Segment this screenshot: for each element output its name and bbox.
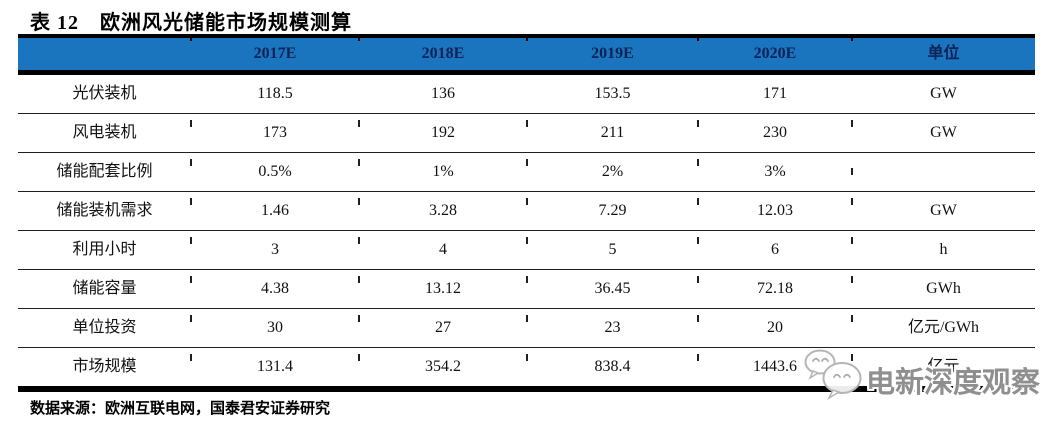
row-label: 市场规模: [72, 358, 137, 376]
table-cell: 5: [526, 237, 698, 259]
table-cell: 23: [526, 315, 698, 337]
row-label: 储能装机需求: [56, 202, 153, 220]
table-cell: 4.38: [190, 276, 359, 298]
table-cell: 3: [190, 237, 359, 259]
table-cell: 131.4: [190, 354, 359, 376]
table-cell: 27: [358, 315, 527, 337]
wechat-chat-bubbles-icon: [804, 349, 862, 400]
unit-cell: GW: [930, 85, 957, 103]
table-cell: 13.12: [358, 276, 527, 298]
table-cell: 1.46: [190, 198, 359, 220]
table-row: 风电装机 173 192 211 230 GW: [18, 113, 1035, 152]
table-cell: 0.5%: [190, 159, 359, 181]
header-cell-2018e: 2018E: [358, 36, 527, 63]
table-row: 利用小时 3 4 5 6 h: [18, 230, 1035, 269]
table-cell: 173: [190, 120, 359, 142]
table-cell: 7.29: [526, 198, 698, 220]
table-cell: 136: [431, 85, 455, 103]
table-cell: 2%: [526, 159, 698, 181]
table-row: 市场规模 131.4 354.2 838.4 1443.6 亿元: [18, 347, 1035, 386]
row-label: 储能容量: [72, 280, 137, 298]
watermark-text: 电新深度观察: [866, 367, 1041, 399]
table-cell: 12.03: [697, 198, 852, 220]
row-label: 风电装机: [72, 124, 137, 142]
table-cell: 6: [697, 237, 852, 259]
row-label: 单位投资: [72, 319, 137, 337]
table-cell: 118.5: [257, 85, 293, 103]
row-label: 利用小时: [72, 241, 137, 259]
watermark: 电新深度观察: [804, 348, 1040, 401]
table-cell: 230: [697, 120, 852, 142]
row-label: 储能配套比例: [56, 163, 153, 181]
unit-cell: 亿元/GWh: [851, 315, 1035, 337]
table-cell: 153.5: [594, 85, 631, 103]
unit-cell: 亿元: [851, 354, 1035, 376]
unit-cell: h: [851, 237, 1035, 259]
table-cell: 838.4: [526, 354, 698, 376]
table-body: 光伏装机 118.5 136 153.5 171 GW 风电装机 173 192…: [18, 75, 1035, 392]
row-label: 光伏装机: [72, 85, 137, 103]
table-cell: 1%: [358, 159, 527, 181]
unit-cell: GW: [851, 198, 1035, 220]
table-cell: 192: [358, 120, 527, 142]
data-source-note: 数据来源：欧洲互联电网，国泰君安证券研究: [30, 401, 331, 417]
table-cell: 72.18: [697, 276, 852, 298]
unit-cell: GWh: [851, 276, 1035, 298]
data-table: 2017E 2018E 2019E 2020E 单位 光伏装机 118.5 13…: [18, 34, 1035, 392]
table-cell: 36.45: [526, 276, 698, 298]
table-header-row: 2017E 2018E 2019E 2020E 单位: [18, 34, 1035, 75]
table-cell: 211: [526, 120, 698, 142]
table-cell: 171: [763, 85, 787, 103]
table-cell: 20: [697, 315, 852, 337]
table-row: 储能装机需求 1.46 3.28 7.29 12.03 GW: [18, 191, 1035, 230]
unit-cell: GW: [851, 120, 1035, 142]
table-cell: 4: [358, 237, 527, 259]
table-title: 表 12 欧洲风光储能市场规模测算: [30, 12, 352, 34]
header-cell-unit: 单位: [851, 36, 1035, 63]
table-row: 储能配套比例 0.5% 1% 2% 3%: [18, 152, 1035, 191]
header-cell-2020e: 2020E: [697, 36, 852, 63]
table-cell: 3%: [697, 159, 852, 181]
header-cell-2019e: 2019E: [526, 36, 698, 63]
table-row: 储能容量 4.38 13.12 36.45 72.18 GWh: [18, 269, 1035, 308]
table-cell: 354.2: [358, 354, 527, 376]
table-cell: 3.28: [358, 198, 527, 220]
table-row: 光伏装机 118.5 136 153.5 171 GW: [18, 75, 1035, 113]
header-cell-2017e: 2017E: [190, 36, 359, 63]
table-cell: 30: [190, 315, 359, 337]
table-cell: 1443.6: [697, 354, 852, 376]
table-row: 单位投资 30 27 23 20 亿元/GWh: [18, 308, 1035, 347]
